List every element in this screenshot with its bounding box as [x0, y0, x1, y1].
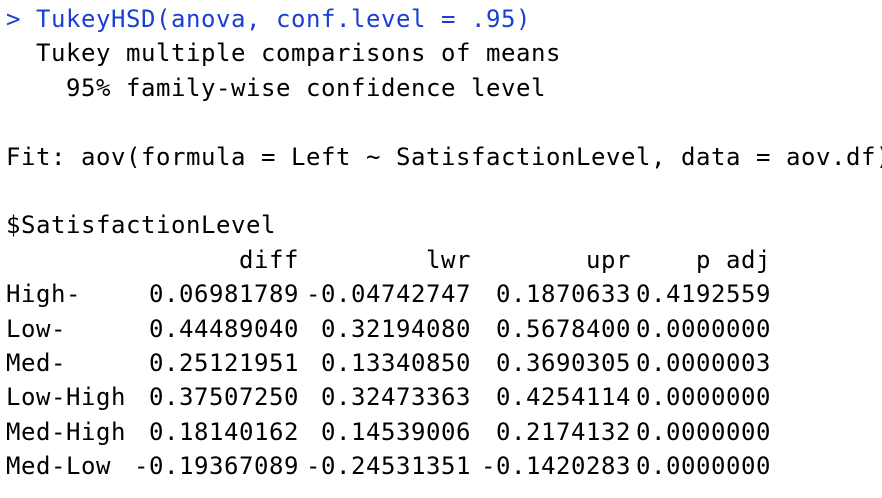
cell-lwr: -0.24531351	[306, 452, 471, 481]
header-p-adj: p adj	[696, 245, 771, 274]
blank-line	[6, 105, 882, 139]
cell-diff: 0.37507250	[149, 383, 299, 412]
cell-lwr: 0.32194080	[321, 314, 471, 343]
command-line[interactable]: > TukeyHSD(anova, conf.level = .95)	[6, 2, 882, 36]
row-name: Low-	[6, 314, 66, 343]
table-row: Med-High 0.18140162 0.14539006 0.2174132…	[6, 415, 771, 449]
cell-lwr: -0.04742747	[306, 280, 471, 309]
cell-upr: 0.4254114	[496, 383, 631, 412]
header-upr: upr	[586, 245, 631, 274]
cell-p-adj: 0.0000000	[636, 314, 771, 343]
command-text: TukeyHSD(anova, conf.level = .95)	[36, 5, 531, 33]
cell-diff: 0.25121951	[149, 348, 299, 377]
table-row: High- 0.06981789 -0.04742747 0.1870633 0…	[6, 277, 771, 311]
cell-diff: 0.44489040	[149, 314, 299, 343]
cell-upr: 0.5678400	[496, 314, 631, 343]
cell-lwr: 0.14539006	[321, 417, 471, 446]
cell-upr: 0.2174132	[496, 417, 631, 446]
table-header-row: diff lwr upr p adj	[6, 243, 771, 277]
table-row: Med- 0.25121951 0.13340850 0.3690305 0.0…	[6, 346, 771, 380]
output-section-name: $SatisfactionLevel	[6, 211, 276, 240]
table-row: Med-Low -0.19367089 -0.24531351 -0.14202…	[6, 449, 771, 483]
cell-p-adj: 0.0000000	[636, 417, 771, 446]
cell-diff: 0.06981789	[149, 280, 299, 309]
cell-lwr: 0.13340850	[321, 348, 471, 377]
table-row: Low- 0.44489040 0.32194080 0.5678400 0.0…	[6, 312, 771, 346]
cell-p-adj: 0.0000000	[636, 452, 771, 481]
cell-p-adj: 0.0000000	[636, 383, 771, 412]
cell-p-adj: 0.4192559	[636, 280, 771, 309]
row-name: Low-High	[6, 383, 126, 412]
output-fit-formula: Fit: aov(formula = Left ~ SatisfactionLe…	[6, 142, 882, 171]
row-name: Med-High	[6, 417, 126, 446]
cell-p-adj: 0.0000003	[636, 348, 771, 377]
output-confidence-level: 95% family-wise confidence level	[6, 73, 546, 102]
cell-diff: -0.19367089	[134, 452, 299, 481]
row-name: High-	[6, 280, 81, 309]
cell-lwr: 0.32473363	[321, 383, 471, 412]
row-name: Med-	[6, 348, 66, 377]
cell-upr: 0.3690305	[496, 348, 631, 377]
header-rowname	[6, 243, 134, 277]
cell-upr: -0.1420283	[481, 452, 631, 481]
table-row: Low-High 0.37507250 0.32473363 0.4254114…	[6, 380, 771, 414]
console-prompt: >	[6, 5, 36, 33]
tukey-results-table: diff lwr upr p adj High- 0.06981789 -0.0…	[6, 243, 771, 484]
cell-upr: 0.1870633	[496, 280, 631, 309]
header-lwr: lwr	[426, 245, 471, 274]
header-diff: diff	[239, 245, 299, 274]
row-name: Med-Low	[6, 452, 111, 481]
cell-diff: 0.18140162	[149, 417, 299, 446]
blank-line	[6, 174, 882, 208]
output-title: Tukey multiple comparisons of means	[6, 39, 561, 68]
